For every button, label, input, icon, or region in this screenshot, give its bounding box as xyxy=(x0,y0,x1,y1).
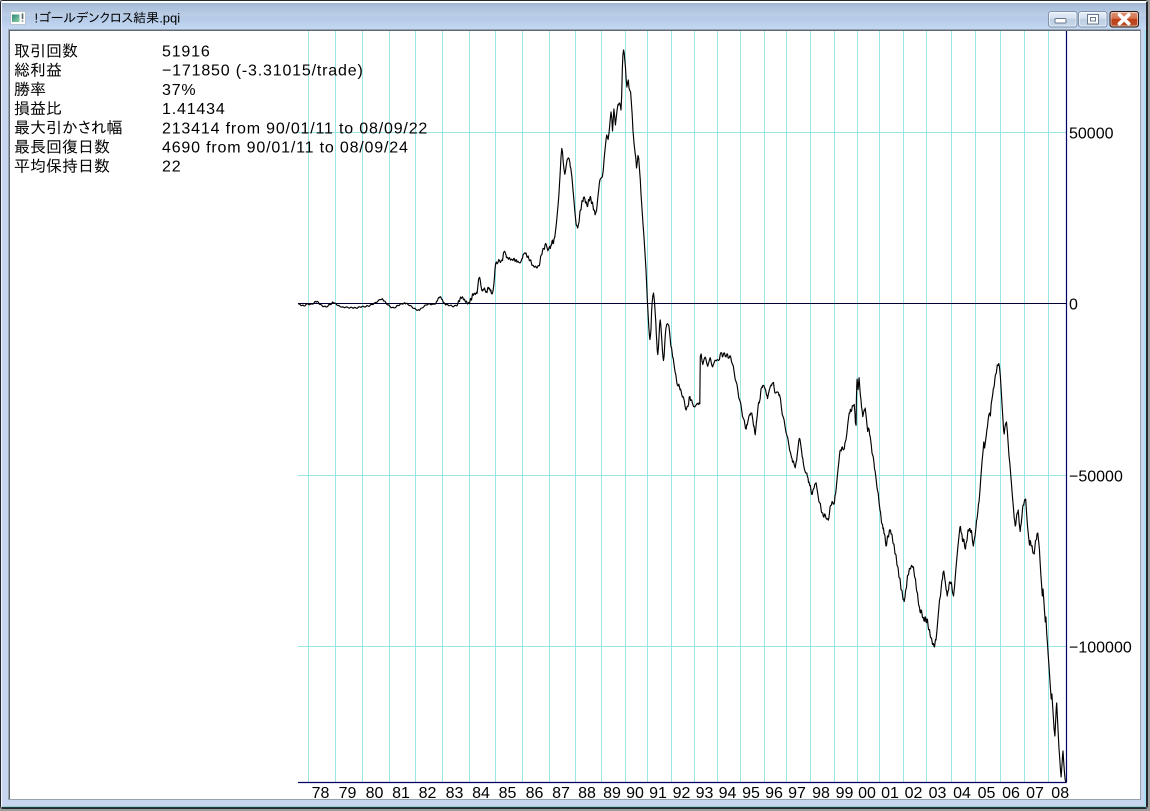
svg-text:92: 92 xyxy=(673,785,691,802)
svg-text:213414 from 90/01/11 to 08/09/: 213414 from 90/01/11 to 08/09/22 xyxy=(162,120,428,137)
svg-text:−171850 (-3.31015/trade): −171850 (-3.31015/trade) xyxy=(162,63,364,80)
svg-text:96: 96 xyxy=(765,785,783,802)
svg-text:06: 06 xyxy=(1002,785,1020,802)
svg-text:!: ! xyxy=(35,10,39,25)
svg-text:−100000: −100000 xyxy=(1069,640,1132,657)
svg-text:84: 84 xyxy=(472,785,490,802)
svg-text:82: 82 xyxy=(419,785,437,802)
svg-text:85: 85 xyxy=(499,785,517,802)
svg-text:87: 87 xyxy=(552,785,570,802)
svg-text:90: 90 xyxy=(626,785,644,802)
svg-text:83: 83 xyxy=(446,785,464,802)
svg-text:93: 93 xyxy=(696,785,714,802)
svg-text:07: 07 xyxy=(1026,785,1044,802)
svg-text:4690 from 90/01/11 to 08/09/24: 4690 from 90/01/11 to 08/09/24 xyxy=(162,140,409,157)
svg-text:37%: 37% xyxy=(162,82,196,99)
svg-text:04: 04 xyxy=(953,785,971,802)
svg-text:97: 97 xyxy=(788,785,806,802)
svg-text:02: 02 xyxy=(905,785,923,802)
svg-text:51916: 51916 xyxy=(162,44,211,61)
svg-text:.pqi: .pqi xyxy=(159,10,180,25)
svg-text:03: 03 xyxy=(929,785,947,802)
svg-text:01: 01 xyxy=(881,785,899,802)
svg-text:22: 22 xyxy=(162,159,181,176)
svg-text:80: 80 xyxy=(366,785,384,802)
svg-text:94: 94 xyxy=(719,785,737,802)
svg-text:99: 99 xyxy=(836,785,854,802)
svg-text:0: 0 xyxy=(1069,297,1078,314)
svg-text:89: 89 xyxy=(603,785,621,802)
svg-text:00: 00 xyxy=(858,785,876,802)
svg-text:88: 88 xyxy=(578,785,596,802)
svg-text:1.41434: 1.41434 xyxy=(162,101,226,118)
svg-text:−50000: −50000 xyxy=(1069,469,1123,486)
svg-text:08: 08 xyxy=(1051,785,1069,802)
svg-text:50000: 50000 xyxy=(1069,126,1114,143)
svg-text:05: 05 xyxy=(978,785,996,802)
svg-text:86: 86 xyxy=(526,785,544,802)
svg-text:91: 91 xyxy=(649,785,667,802)
svg-text:79: 79 xyxy=(339,785,357,802)
svg-text:98: 98 xyxy=(812,785,830,802)
svg-text:81: 81 xyxy=(392,785,410,802)
svg-text:78: 78 xyxy=(312,785,330,802)
svg-text:95: 95 xyxy=(742,785,760,802)
